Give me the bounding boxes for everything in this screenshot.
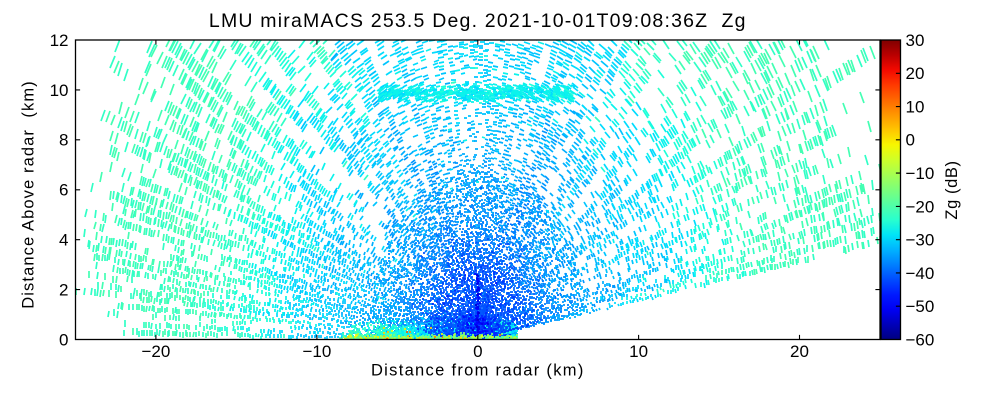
svg-text:20: 20: [790, 342, 809, 361]
svg-text:−10: −10: [302, 342, 331, 361]
svg-text:−30: −30: [906, 231, 935, 250]
svg-text:10: 10: [906, 98, 925, 117]
svg-text:−40: −40: [906, 264, 935, 283]
svg-text:10: 10: [629, 342, 648, 361]
svg-text:4: 4: [59, 231, 68, 250]
svg-text:0: 0: [906, 131, 915, 150]
svg-text:30: 30: [906, 31, 925, 50]
svg-text:−20: −20: [906, 197, 935, 216]
svg-text:6: 6: [59, 181, 68, 200]
svg-text:12: 12: [50, 31, 69, 50]
svg-text:Zg (dB): Zg (dB): [943, 160, 961, 219]
svg-text:−10: −10: [906, 164, 935, 183]
svg-text:0: 0: [59, 330, 68, 349]
svg-text:8: 8: [59, 131, 68, 150]
svg-text:0: 0: [473, 342, 482, 361]
svg-text:−50: −50: [906, 297, 935, 316]
svg-text:Distance Above radar (km): Distance Above radar (km): [20, 80, 38, 309]
svg-text:10: 10: [50, 81, 69, 100]
svg-text:Distance from radar (km): Distance from radar (km): [371, 362, 585, 380]
svg-text:2: 2: [59, 281, 68, 300]
svg-text:LMU miraMACS 253.5 Deg. 2021-1: LMU miraMACS 253.5 Deg. 2021-10-01T09:08…: [209, 10, 747, 32]
svg-text:−20: −20: [141, 342, 170, 361]
svg-text:20: 20: [906, 64, 925, 83]
svg-text:−60: −60: [906, 330, 935, 349]
